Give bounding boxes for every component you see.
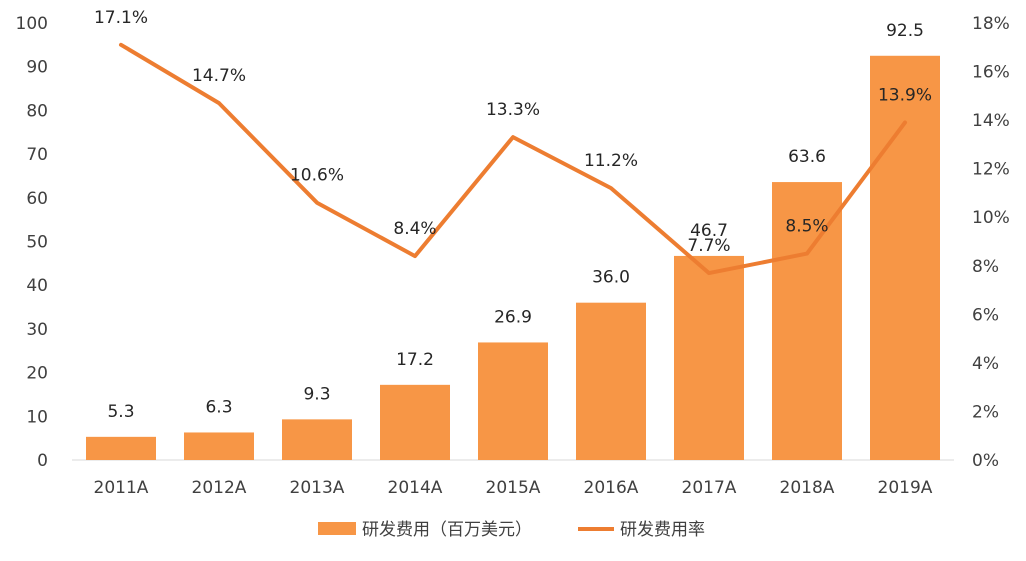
right-axis-tick-label: 10% <box>972 208 1010 228</box>
line-series <box>119 42 907 276</box>
line-data-label: 13.3% <box>486 100 540 120</box>
left-axis-tick-label: 40 <box>26 276 48 296</box>
bar <box>86 436 156 460</box>
bar-data-label: 17.2 <box>396 350 434 370</box>
right-axis-tick-label: 14% <box>972 111 1010 131</box>
right-axis-tick-label: 6% <box>972 305 999 325</box>
bar-data-label: 36.0 <box>592 268 630 288</box>
bar <box>282 419 352 460</box>
bar <box>674 255 744 460</box>
left-axis-tick-label: 80 <box>26 101 48 121</box>
line-data-label: 11.2% <box>584 151 638 171</box>
left-axis-tick-label: 90 <box>26 58 48 78</box>
x-axis-tick-label: 2015A <box>486 478 541 498</box>
left-axis-tick-label: 60 <box>26 189 48 209</box>
line-data-label: 10.6% <box>290 166 344 186</box>
bar <box>478 342 548 460</box>
bar-data-label: 5.3 <box>107 402 134 422</box>
line-data-label: 7.7% <box>687 236 730 256</box>
right-axis-tick-label: 16% <box>972 63 1010 83</box>
x-axis-tick-label: 2019A <box>878 478 933 498</box>
left-axis-tick-label: 70 <box>26 145 48 165</box>
line-data-label: 13.9% <box>878 86 932 106</box>
right-axis: 0% 2% 4% 6% 8% 10% 12% 14% 16% 18% <box>972 14 1010 471</box>
legend-bar-label: 研发费用（百万美元） <box>362 520 532 540</box>
right-axis-tick-label: 4% <box>972 354 999 374</box>
bar <box>184 432 254 460</box>
bar <box>576 302 646 460</box>
x-axis-tick-label: 2018A <box>780 478 835 498</box>
line-data-label: 17.1% <box>94 8 148 28</box>
bar-data-label: 46.7 <box>690 221 728 241</box>
left-axis-tick-label: 10 <box>26 407 48 427</box>
x-axis-tick-label: 2013A <box>290 478 345 498</box>
bar-data-label: 63.6 <box>788 147 826 167</box>
line-data-label: 8.4% <box>393 219 436 239</box>
x-axis-tick-label: 2016A <box>584 478 639 498</box>
x-axis-tick-label: 2014A <box>388 478 443 498</box>
left-axis-tick-label: 0 <box>37 451 48 471</box>
right-axis-tick-label: 8% <box>972 257 999 277</box>
legend: 研发费用（百万美元） 研发费用率 <box>318 520 705 540</box>
right-axis-tick-label: 0% <box>972 451 999 471</box>
line-data-label: 8.5% <box>785 217 828 237</box>
legend-bar-swatch <box>318 522 356 535</box>
left-axis-tick-label: 20 <box>26 364 48 384</box>
x-axis: 2011A 2012A 2013A 2014A 2015A 2016A 2017A 2018A… <box>94 478 933 498</box>
x-axis-tick-label: 2011A <box>94 478 149 498</box>
bar-data-label: 9.3 <box>303 384 330 404</box>
bar <box>772 182 842 460</box>
bar <box>870 55 940 461</box>
left-axis-tick-label: 100 <box>16 14 48 34</box>
x-axis-tick-label: 2012A <box>192 478 247 498</box>
bar-data-label: 6.3 <box>205 397 232 417</box>
right-axis-tick-label: 12% <box>972 160 1010 180</box>
bar-series <box>86 55 940 461</box>
left-axis-tick-label: 30 <box>26 320 48 340</box>
right-axis-tick-label: 2% <box>972 402 999 422</box>
bar-data-label: 26.9 <box>494 307 532 327</box>
line-data-label: 14.7% <box>192 66 246 86</box>
x-axis-tick-label: 2017A <box>682 478 737 498</box>
bar-data-label: 92.5 <box>886 21 924 41</box>
bar <box>380 384 450 460</box>
line-data-labels: 17.1% 14.7% 10.6% 8.4% 13.3% 11.2% 7.7% 8.5% 13.… <box>94 8 932 256</box>
right-axis-tick-label: 18% <box>972 14 1010 34</box>
legend-line-label: 研发费用率 <box>620 520 705 540</box>
left-axis-tick-label: 50 <box>26 233 48 253</box>
left-axis: 0 10 20 30 40 50 60 70 80 90 100 <box>16 14 48 471</box>
bar-data-labels: 5.3 6.3 9.3 17.2 26.9 36.0 46.7 63.6 92.5 <box>107 21 923 422</box>
